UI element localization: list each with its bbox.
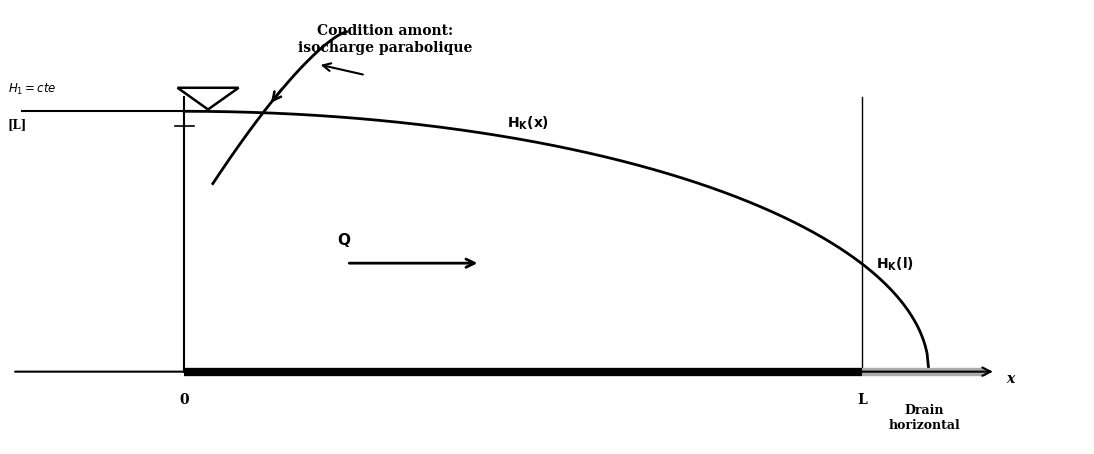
Text: $\mathbf{H_K(x)}$: $\mathbf{H_K(x)}$ [507, 114, 548, 132]
Text: x: x [1006, 372, 1014, 386]
Text: $H_1 = cte$: $H_1 = cte$ [8, 82, 56, 97]
Text: Drain
horizontal: Drain horizontal [888, 404, 961, 432]
Text: [L]: [L] [8, 118, 26, 132]
Text: 0: 0 [179, 393, 189, 407]
Text: $\mathbf{H_K(l)}$: $\mathbf{H_K(l)}$ [876, 255, 915, 272]
Text: $\mathbf{Q}$: $\mathbf{Q}$ [337, 231, 351, 249]
Text: Condition amont:
isocharge parabolique: Condition amont: isocharge parabolique [298, 25, 472, 54]
Text: L: L [858, 393, 866, 407]
